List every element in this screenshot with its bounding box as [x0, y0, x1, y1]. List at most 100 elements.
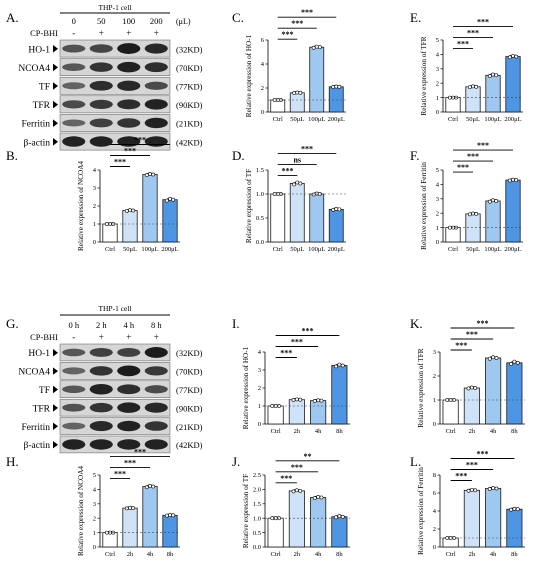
- kd-label: (21KD): [176, 422, 203, 432]
- x-tick-label: 200μL: [504, 116, 521, 123]
- blot-band: [62, 119, 86, 127]
- panel-letter: F.: [410, 148, 419, 163]
- blot-header: THP-1 cell: [98, 304, 131, 313]
- x-tick-label: 8h: [167, 551, 174, 558]
- data-point: [311, 45, 316, 50]
- bar: [485, 200, 501, 243]
- treatment-label: CP-BHI: [30, 332, 58, 342]
- panel-letter: G.: [6, 316, 19, 331]
- x-tick-label: 100μL: [141, 246, 158, 253]
- protein-label: HO-1: [28, 349, 50, 359]
- arrow-icon: [53, 63, 58, 72]
- blot-band: [62, 44, 86, 53]
- y-tick-label: 2: [261, 85, 264, 92]
- x-tick-label: 200μL: [161, 246, 178, 253]
- x-tick-label: Ctrl: [105, 246, 115, 253]
- data-point: [316, 398, 321, 403]
- bar: [463, 387, 480, 425]
- y-tick-label: 2.5: [253, 472, 261, 479]
- y-axis-label: Relative expression of NCOA4: [77, 161, 85, 251]
- bar-chart-panel: H. 0 1 2 3 4 5 Relative expression of NCOA4 Ctrl…: [6, 448, 180, 558]
- blot-row: β-actin (42KD): [24, 435, 203, 454]
- x-tick-label: 100μL: [484, 116, 501, 123]
- x-tick-label: Ctrl: [273, 246, 283, 253]
- panel-letter: C.: [232, 10, 244, 25]
- data-point: [164, 198, 169, 203]
- data-point: [474, 212, 479, 216]
- bar: [463, 489, 480, 548]
- x-tick-label: 8h: [511, 551, 518, 558]
- data-point: [340, 363, 345, 368]
- bar: [505, 56, 521, 113]
- blot-row: TFR (90KD): [33, 95, 203, 114]
- panel-letter: I.: [232, 316, 240, 331]
- y-tick-label: 3: [436, 66, 439, 73]
- blot-band: [117, 365, 141, 377]
- significance-label: ***: [455, 341, 467, 350]
- blot-band: [144, 117, 168, 129]
- data-point: [168, 513, 172, 517]
- y-tick-label: 0.5: [253, 530, 261, 537]
- blot-band: [89, 80, 113, 91]
- blot-strip: [59, 417, 171, 435]
- bar: [102, 532, 118, 548]
- x-tick-label: Ctrl: [446, 551, 456, 558]
- data-point: [469, 487, 474, 492]
- treatment-sign: +: [126, 332, 131, 342]
- bar: [328, 86, 344, 113]
- y-tick-label: 2.0: [253, 487, 261, 494]
- data-point: [311, 192, 316, 197]
- y-tick-label: 8: [433, 472, 436, 479]
- arrow-icon: [53, 82, 58, 90]
- x-tick-label: Ctrl: [273, 116, 283, 123]
- treatment-sign: +: [154, 332, 159, 342]
- treatment-sign: +: [99, 28, 104, 38]
- bar: [465, 86, 481, 113]
- kd-label: (32KD): [176, 348, 203, 358]
- significance-label: ***: [466, 461, 478, 470]
- bar-chart-panel: C. 0 2 4 6 Relative expression of HO-1 Ctrl 50μ…: [232, 8, 346, 123]
- blot-band: [62, 367, 86, 375]
- significance-label: ***: [466, 330, 478, 339]
- y-tick-label: 0.0: [253, 544, 261, 551]
- bar: [267, 405, 284, 425]
- data-point: [298, 397, 303, 402]
- data-point: [512, 359, 517, 364]
- arrow-icon: [53, 349, 58, 357]
- arrow-icon: [53, 367, 58, 375]
- data-point: [316, 494, 321, 499]
- blot-strip: [59, 58, 171, 76]
- data-point: [494, 356, 499, 360]
- y-tick-label: 1.5: [253, 501, 261, 508]
- data-point: [131, 506, 136, 511]
- y-tick-label: 0: [93, 544, 96, 551]
- data-point: [151, 484, 156, 489]
- significance-label: ***: [477, 141, 489, 150]
- x-tick-label: 200μL: [504, 246, 521, 253]
- arrow-icon: [53, 441, 58, 449]
- data-point: [319, 398, 324, 403]
- kd-label: (42KD): [176, 137, 203, 147]
- data-point: [298, 488, 303, 493]
- significance-label: ***: [477, 450, 489, 459]
- significance-label: ***: [477, 319, 489, 328]
- protein-label: Ferritin: [22, 423, 51, 433]
- data-point: [314, 44, 319, 49]
- blot-band: [144, 402, 168, 413]
- lane-label: 8 h: [151, 320, 162, 330]
- panel-letter: B.: [6, 148, 18, 163]
- panel-letter: D.: [232, 148, 245, 163]
- arrow-icon: [53, 100, 58, 109]
- data-point: [144, 173, 149, 177]
- significance-label: ***: [302, 327, 314, 336]
- lane-label: 4 h: [123, 320, 134, 330]
- y-tick-label: 1: [436, 225, 439, 232]
- data-point: [467, 212, 472, 217]
- y-axis-label: Relative expression of HO-1: [242, 346, 250, 429]
- bar: [142, 174, 158, 243]
- y-tick-label: 1: [93, 530, 96, 537]
- blot-band: [144, 62, 168, 73]
- data-point: [312, 399, 317, 403]
- y-tick-label: 1: [436, 95, 439, 102]
- treatment-label: CP-BHI: [30, 28, 58, 38]
